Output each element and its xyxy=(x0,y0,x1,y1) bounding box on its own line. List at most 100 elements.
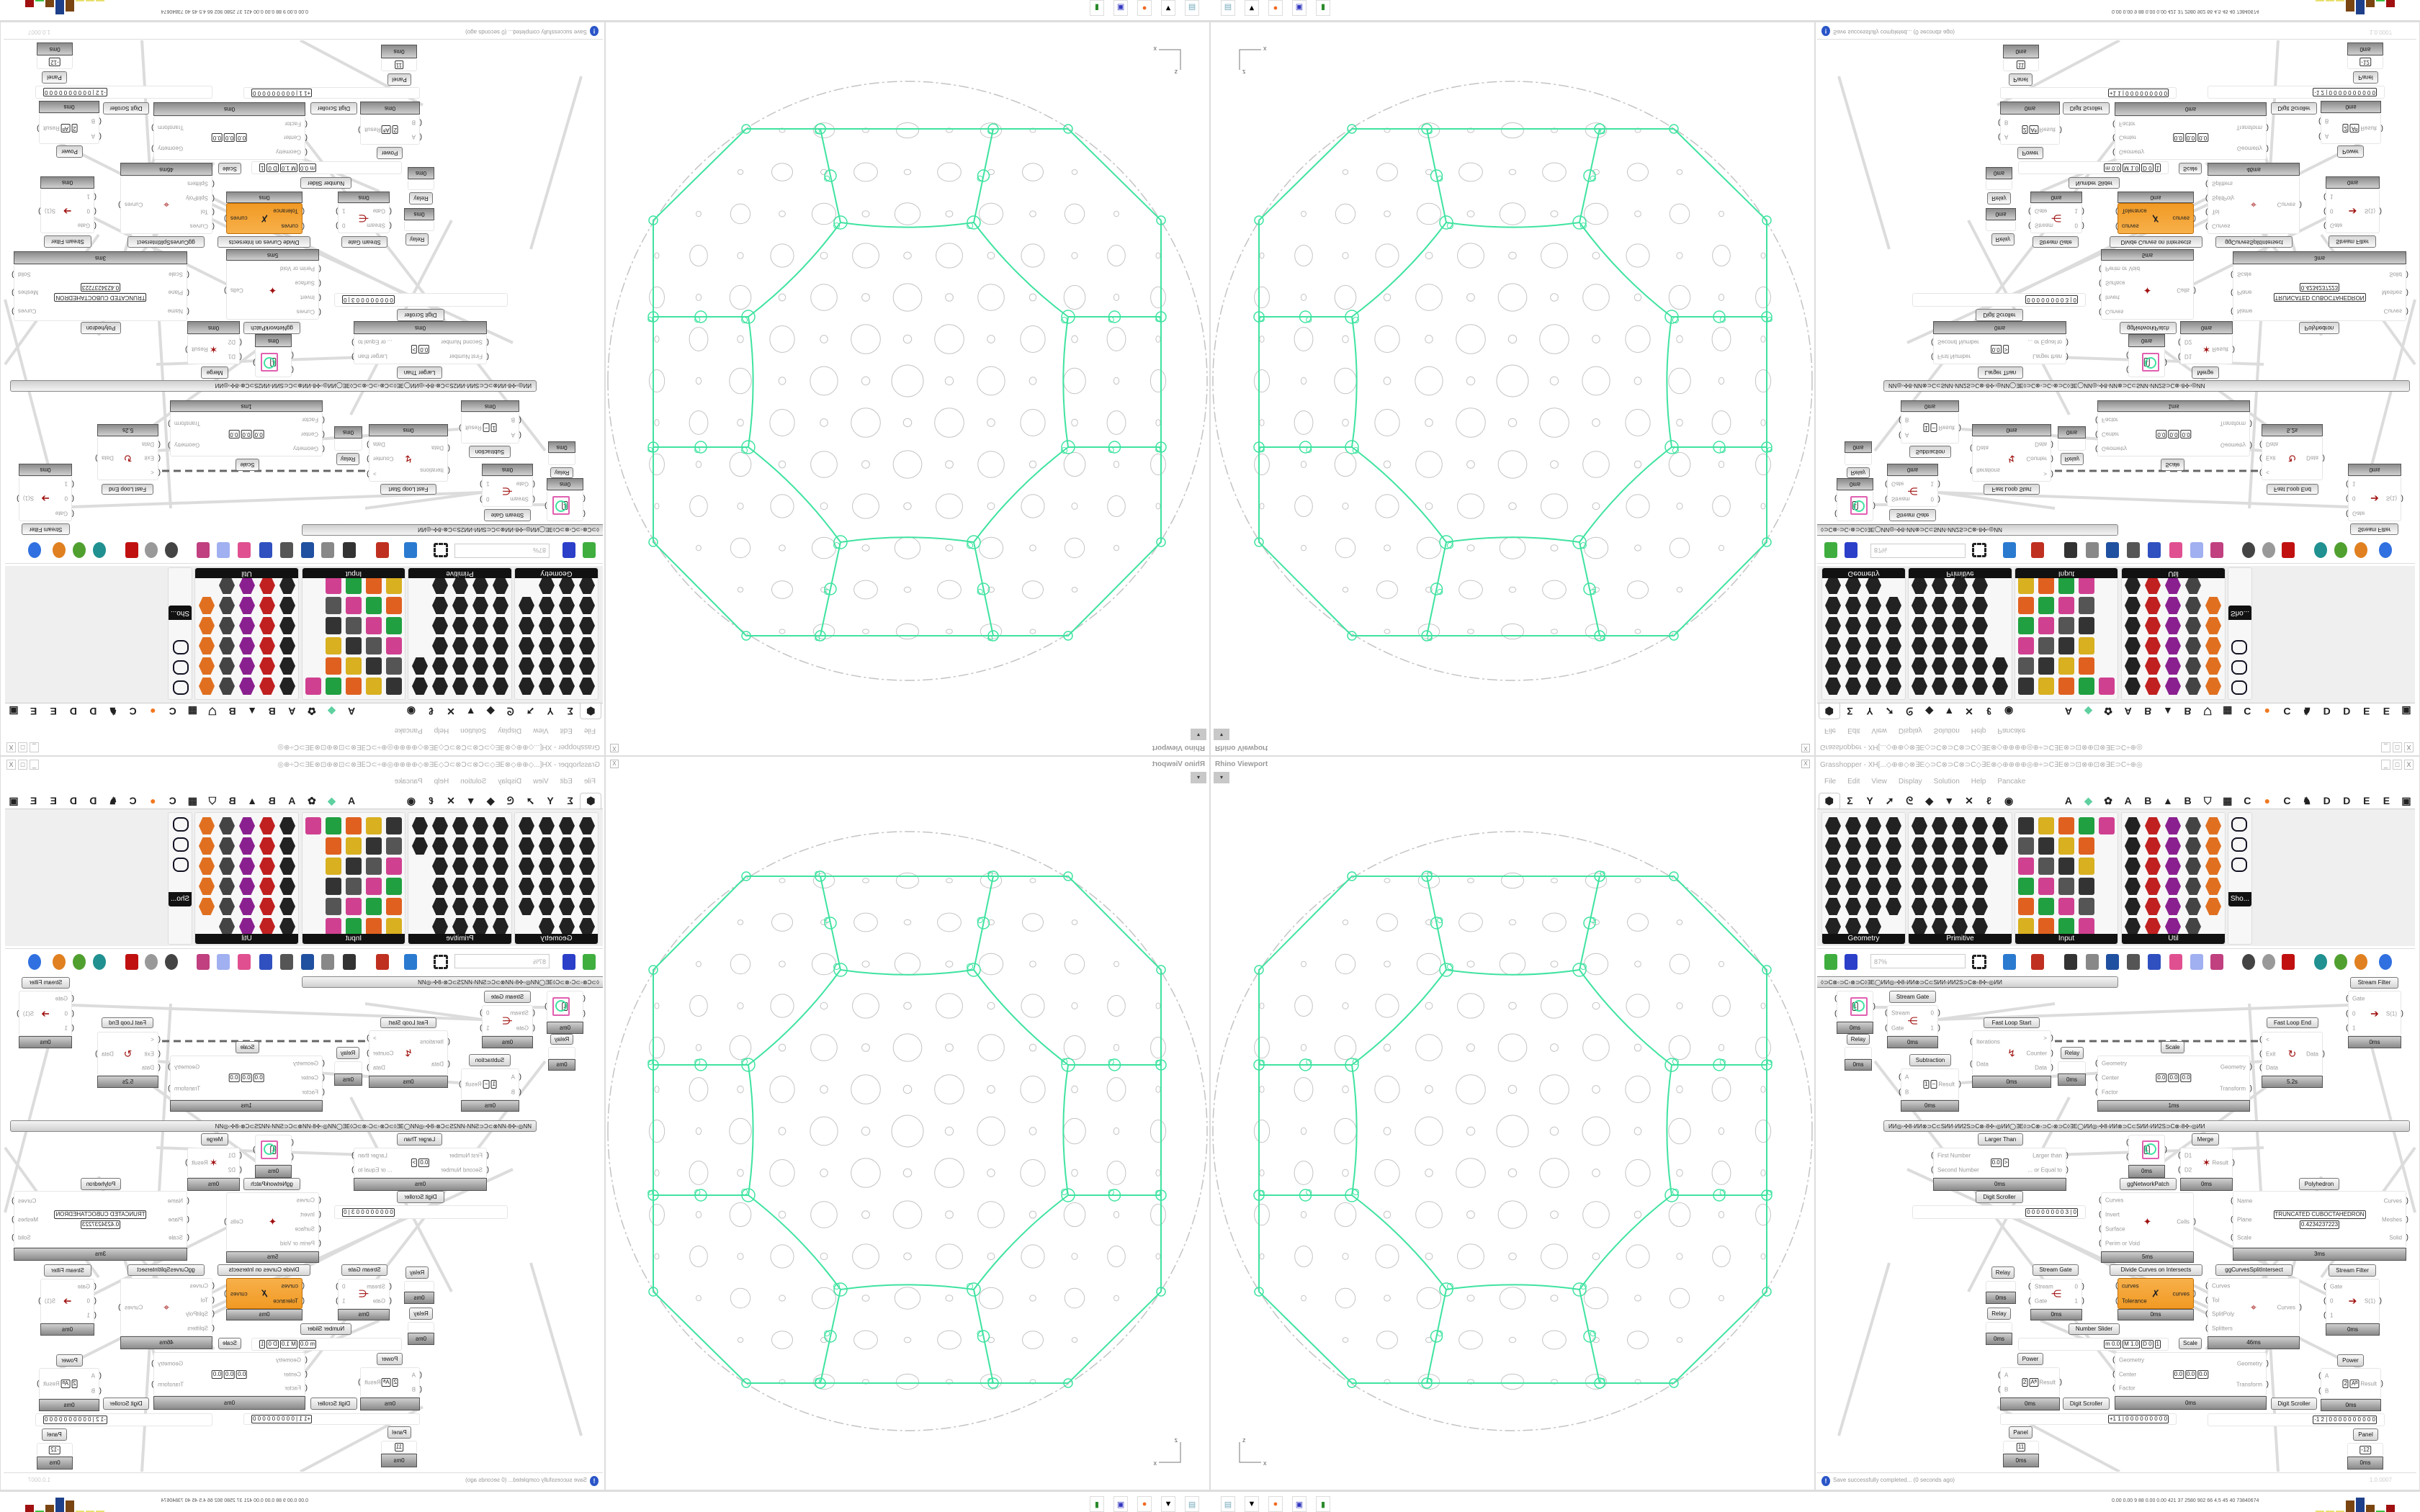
value-box[interactable]: − xyxy=(1930,1080,1937,1089)
panel-component[interactable]: -12 xyxy=(37,55,73,69)
panel-label[interactable]: Geometry xyxy=(515,934,598,944)
component-icon[interactable] xyxy=(579,617,595,634)
component-icon[interactable] xyxy=(493,657,508,675)
component-icon[interactable] xyxy=(1912,878,1927,895)
output-grip[interactable]: ) xyxy=(2406,1233,2408,1242)
stream-filter-component[interactable]: (Gate(0(1) S(1) ➔ xyxy=(17,476,74,521)
output-grip[interactable]: ) xyxy=(151,1359,154,1368)
component-icon[interactable] xyxy=(452,678,468,695)
component-icon[interactable] xyxy=(2165,858,2181,875)
crystal-icon[interactable]: ◆ xyxy=(328,794,336,806)
component-icon[interactable] xyxy=(2205,678,2221,695)
sketch-icon[interactable] xyxy=(376,542,389,558)
value-box[interactable]: -1 2 | 0 0 0 0 0 0 0 0 0 0 xyxy=(2313,88,2377,96)
minimize-button[interactable]: _ xyxy=(2381,742,2390,752)
output-grip[interactable]: ) xyxy=(1958,423,1961,432)
value-box[interactable]: Aᴮ xyxy=(60,124,71,133)
component-icon[interactable] xyxy=(2125,657,2141,675)
search-icon[interactable] xyxy=(2148,954,2161,970)
component-icon[interactable] xyxy=(1912,678,1927,695)
red-shape-icon[interactable] xyxy=(2282,954,2295,970)
sketch-icon[interactable] xyxy=(2031,542,2044,558)
panel-component[interactable]: 11 xyxy=(381,58,417,71)
component-icon[interactable] xyxy=(1932,678,1948,695)
teal-shape-icon[interactable] xyxy=(93,542,106,558)
input-grip[interactable]: ( xyxy=(2318,117,2321,125)
component-icon[interactable] xyxy=(2145,817,2161,834)
value-box[interactable]: 2 xyxy=(2021,125,2028,134)
intersect-icon[interactable]: ✕ xyxy=(1965,794,1973,806)
input-grip[interactable]: ( xyxy=(2112,1370,2115,1378)
component-icon[interactable] xyxy=(199,858,215,875)
digit-scroller-component[interactable]: 0 0 0 0 0 0 0 0 3 | 0 xyxy=(1912,1205,2086,1219)
output-grip[interactable]: ) xyxy=(336,207,339,215)
menu-edit[interactable]: Edit xyxy=(560,726,573,734)
component-icon[interactable] xyxy=(1992,657,2008,675)
input-grip[interactable]: ( xyxy=(71,994,74,1003)
value-box[interactable]: 0.0 xyxy=(2184,133,2197,143)
mountain-icon[interactable]: ▲ xyxy=(247,706,258,717)
input-grip[interactable]: ( xyxy=(71,1009,74,1017)
component-icon[interactable] xyxy=(559,617,575,634)
input-grip[interactable]: ( xyxy=(187,1215,189,1223)
component-icon[interactable] xyxy=(2058,878,2074,895)
relay-component[interactable] xyxy=(1845,1047,1872,1059)
relay-component[interactable] xyxy=(1986,220,2016,231)
value-box[interactable]: M 1.0 xyxy=(279,1340,297,1349)
component-icon[interactable] xyxy=(1972,898,1988,915)
component-icon[interactable] xyxy=(199,898,215,915)
fast-loop-start-component[interactable]: (Iterations(Data) >) Counter) Data ↯ xyxy=(367,1030,450,1076)
component-icon[interactable] xyxy=(452,837,468,855)
sets-icon[interactable]: Y xyxy=(1866,706,1873,717)
input-grip[interactable]: ( xyxy=(2205,1324,2208,1333)
relay-component[interactable] xyxy=(404,1281,434,1292)
digit-scroller-label[interactable]: Digit Scroller xyxy=(103,102,149,114)
output-grip[interactable]: ) xyxy=(2066,338,2069,346)
input-grip[interactable]: ( xyxy=(2231,307,2233,315)
component-icon[interactable] xyxy=(1972,878,1988,895)
larger-than-label[interactable]: Larger Than xyxy=(397,366,442,379)
component-icon[interactable] xyxy=(493,858,508,875)
component-icon[interactable] xyxy=(1952,617,1968,634)
input-grip[interactable]: ( xyxy=(2323,192,2326,201)
output-grip[interactable]: ) xyxy=(2081,207,2084,215)
input-grip[interactable]: ( xyxy=(519,416,521,424)
component-icon[interactable] xyxy=(366,898,382,915)
scale-label[interactable]: Scale xyxy=(2161,1041,2184,1053)
output-grip[interactable]: ) xyxy=(168,1063,171,1071)
relay-label[interactable]: Relay xyxy=(2061,453,2084,465)
component-icon[interactable] xyxy=(2185,918,2201,935)
component-icon[interactable] xyxy=(1952,858,1968,875)
relay-label[interactable]: Relay xyxy=(2061,1047,2084,1059)
output-grip[interactable]: ) xyxy=(2249,1063,2252,1071)
input-grip[interactable]: ( xyxy=(2231,289,2233,297)
input-grip[interactable]: ( xyxy=(1970,444,1973,452)
component-icon[interactable] xyxy=(259,898,275,915)
relay-label[interactable]: Relay xyxy=(1987,1308,2011,1320)
component-icon[interactable] xyxy=(1886,878,1901,895)
output-grip[interactable]: ) xyxy=(2081,1297,2084,1305)
input-grip[interactable]: ( xyxy=(94,221,97,230)
output-grip[interactable]: ) xyxy=(336,1282,339,1291)
component-icon[interactable] xyxy=(1825,858,1841,875)
relay-component[interactable] xyxy=(1986,1281,2016,1292)
component-icon[interactable] xyxy=(412,817,428,834)
power-component[interactable]: (A(B) Result 2 Aᴮ xyxy=(37,113,102,144)
polyhedron-component[interactable]: (Name(Plane(Scale) Curves) Meshes) Solid TRU… xyxy=(2231,1191,2408,1248)
stream-gate-component[interactable]: (Stream(Gate) 0) 1 ⋲ xyxy=(336,1279,392,1309)
subtraction-component[interactable]: (A(B) Result 1− xyxy=(459,1068,521,1100)
relay-label[interactable]: Relay xyxy=(405,1266,429,1279)
component-icon[interactable] xyxy=(1952,597,1968,614)
output-grip[interactable]: ) xyxy=(2081,1282,2084,1291)
output-grip[interactable]: ) xyxy=(2232,1158,2235,1167)
component-icon[interactable] xyxy=(1825,617,1841,634)
power-component[interactable]: (A(B) Result 2 Aᴮ xyxy=(358,1367,422,1398)
output-grip[interactable]: ) xyxy=(2379,207,2382,215)
component-icon[interactable] xyxy=(199,878,215,895)
component-icon[interactable] xyxy=(472,678,488,695)
component-icon[interactable] xyxy=(1932,837,1948,855)
component-icon[interactable] xyxy=(173,680,189,695)
component-icon[interactable] xyxy=(386,898,402,915)
input-grip[interactable]: ( xyxy=(389,1297,392,1305)
